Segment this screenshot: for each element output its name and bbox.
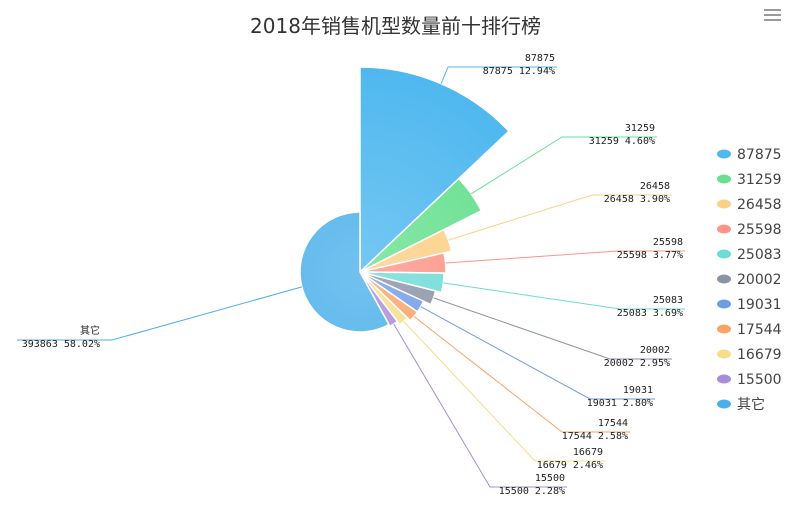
slice-label-value: 16679 2.46% <box>537 460 603 471</box>
label-leader-line <box>448 194 672 241</box>
legend-marker-icon[interactable] <box>717 349 731 359</box>
label-leader-line <box>433 297 672 360</box>
legend-marker-icon[interactable] <box>717 324 731 334</box>
slice-label-name: 17544 <box>598 418 628 429</box>
slice-label-value: 26458 3.90% <box>604 194 670 205</box>
legend-marker-icon[interactable] <box>717 149 731 159</box>
legend-marker-icon[interactable] <box>717 174 731 184</box>
label-leader-line <box>17 286 303 341</box>
legend-marker-icon[interactable] <box>717 374 731 384</box>
legend-marker-icon[interactable] <box>717 249 731 259</box>
slice-label-name: 87875 <box>525 53 555 64</box>
legend-marker-icon[interactable] <box>717 399 731 409</box>
slice-label-name: 15500 <box>535 473 565 484</box>
slice-label-name: 26458 <box>640 181 670 192</box>
slice-label-name: 16679 <box>573 447 603 458</box>
slice-label-name: 其它 <box>80 324 100 337</box>
legend-marker-icon[interactable] <box>717 274 731 284</box>
slice-label-value: 87875 12.94% <box>483 66 555 77</box>
legend-item-label[interactable]: 31259 <box>737 172 782 188</box>
slice-label-value: 25598 3.77% <box>617 250 683 261</box>
legend-marker-icon[interactable] <box>717 224 731 234</box>
slice-label-name: 19031 <box>623 385 653 396</box>
label-leader-line <box>443 282 685 310</box>
label-leader-line <box>420 306 655 400</box>
legend-item-label[interactable]: 19031 <box>737 297 782 313</box>
label-leader-line <box>403 321 605 462</box>
slice-label-value: 31259 4.60% <box>589 136 655 147</box>
legend-item-label[interactable]: 25083 <box>737 247 782 263</box>
legend-marker-icon[interactable] <box>717 199 731 209</box>
label-leader-line <box>393 323 567 488</box>
slice-label-value: 393863 58.02% <box>22 339 100 350</box>
slice-label-value: 19031 2.80% <box>587 398 653 409</box>
legend-marker-icon[interactable] <box>717 299 731 309</box>
hamburger-menu-icon[interactable] <box>764 9 781 23</box>
legend-item-label[interactable]: 20002 <box>737 272 782 288</box>
legend-item-label[interactable]: 17544 <box>737 322 782 338</box>
chart-title: 2018年销售机型数量前十排行榜 <box>250 14 541 38</box>
label-leader-line <box>440 66 557 84</box>
slice-label-value: 25083 3.69% <box>617 308 683 319</box>
label-leader-line <box>413 316 630 433</box>
slice-label-name: 20002 <box>640 345 670 356</box>
label-leader-line <box>470 136 657 195</box>
slice-label-name: 25598 <box>653 237 683 248</box>
label-leader-line <box>445 250 685 264</box>
legend-item-label[interactable]: 16679 <box>737 347 782 363</box>
legend-item-label[interactable]: 26458 <box>737 197 782 213</box>
legend-item-label[interactable]: 其它 <box>737 396 765 413</box>
slice-label-value: 17544 2.58% <box>562 431 628 442</box>
slice-label-value: 20002 2.95% <box>604 358 670 369</box>
slice-label-name: 25083 <box>653 295 683 306</box>
legend-item-label[interactable]: 87875 <box>737 147 782 163</box>
slice-label-value: 15500 2.28% <box>499 486 565 497</box>
legend-item-label[interactable]: 15500 <box>737 372 782 388</box>
slice-label-name: 31259 <box>625 123 655 134</box>
legend-item-label[interactable]: 25598 <box>737 222 782 238</box>
